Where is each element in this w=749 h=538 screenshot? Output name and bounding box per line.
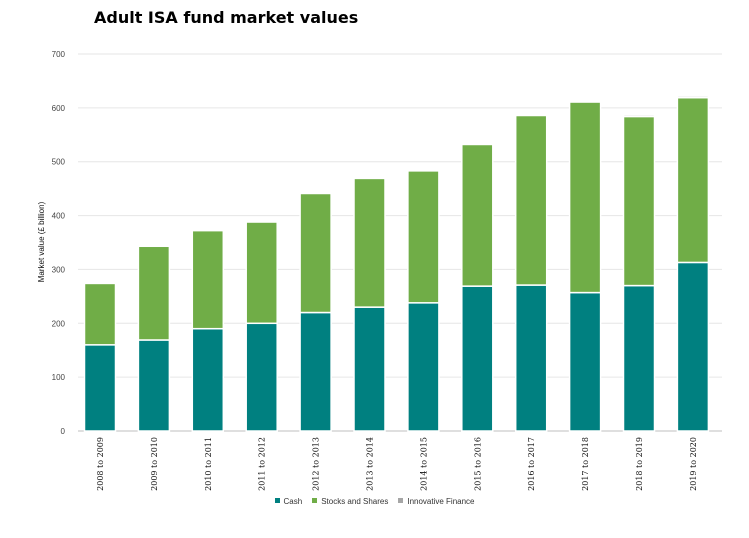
bar-segment (245, 322, 278, 432)
legend-swatch (274, 498, 280, 504)
legend-item: Cash (274, 497, 303, 506)
x-tick-label: 2013 to 2014 (366, 437, 375, 491)
bar-segment (83, 344, 117, 432)
x-tick-label: 2017 to 2018 (581, 437, 590, 491)
bar-segment (676, 261, 710, 432)
legend-swatch (398, 498, 404, 504)
legend-label: Cash (283, 497, 303, 506)
y-tick-label: 600 (52, 104, 66, 113)
legend: Cash Stocks and Shares Innovative Finance (0, 497, 749, 506)
legend-item: Innovative Finance (398, 497, 475, 506)
y-tick-label: 700 (52, 50, 66, 59)
bar-segment (514, 114, 548, 286)
x-tick-label: 2016 to 2017 (527, 437, 536, 491)
legend-swatch (312, 498, 318, 504)
bar-segment (299, 192, 332, 314)
bar-stacks (83, 95, 710, 432)
y-tick-label: 100 (52, 373, 66, 382)
bar-segment (191, 229, 225, 330)
legend-item: Stocks and Shares (312, 497, 388, 506)
bar-segment (461, 285, 494, 432)
bar-segment (568, 291, 602, 432)
bar-segment (83, 282, 117, 346)
x-tick-label: 2009 to 2010 (150, 437, 159, 491)
bar-segment (622, 114, 656, 118)
y-tick-label: 400 (52, 212, 66, 221)
chart-title: Adult ISA fund market values (94, 8, 359, 27)
bar-segment (353, 177, 386, 308)
x-tick-label: 2010 to 2011 (204, 437, 213, 491)
bar-segment (137, 245, 171, 341)
y-axis-ticks: 0 100 200 300 400 500 600 700 (52, 50, 66, 436)
bar-segment (676, 95, 710, 99)
gridlines (78, 53, 722, 432)
bar-segment (245, 221, 278, 325)
y-axis-label: Market value (£ billion) (37, 201, 46, 282)
bar-segment (191, 327, 225, 432)
x-tick-label: 2011 to 2012 (258, 437, 267, 491)
bar-segment (299, 311, 332, 432)
legend-label: Stocks and Shares (321, 497, 389, 506)
x-tick-label: 2012 to 2013 (312, 437, 321, 491)
bar-segment (461, 143, 494, 287)
bar-segment (676, 96, 710, 264)
bar-segment (407, 170, 440, 304)
bar-segment (137, 339, 171, 432)
y-tick-label: 200 (52, 319, 66, 328)
x-axis-ticks: 2008 to 2009 2009 to 2010 2010 to 2011 2011… (96, 437, 698, 491)
x-tick-label: 2008 to 2009 (96, 437, 105, 491)
bar-segment (568, 100, 602, 103)
x-tick-label: 2014 to 2015 (419, 437, 428, 491)
x-tick-label: 2015 to 2016 (473, 437, 482, 491)
x-tick-label: 2018 to 2019 (635, 437, 644, 491)
bar-segment (407, 302, 440, 432)
y-tick-label: 300 (52, 265, 66, 274)
y-tick-label: 500 (52, 158, 66, 167)
x-tick-label: 2019 to 2020 (689, 437, 698, 491)
bar-segment (568, 101, 602, 294)
bar-segment (514, 114, 548, 117)
bar-segment (514, 284, 548, 432)
y-tick-label: 0 (61, 427, 66, 436)
bar-segment (622, 115, 656, 287)
bar-segment (353, 306, 386, 432)
bar-segment (622, 284, 656, 432)
legend-label: Innovative Finance (407, 497, 475, 506)
